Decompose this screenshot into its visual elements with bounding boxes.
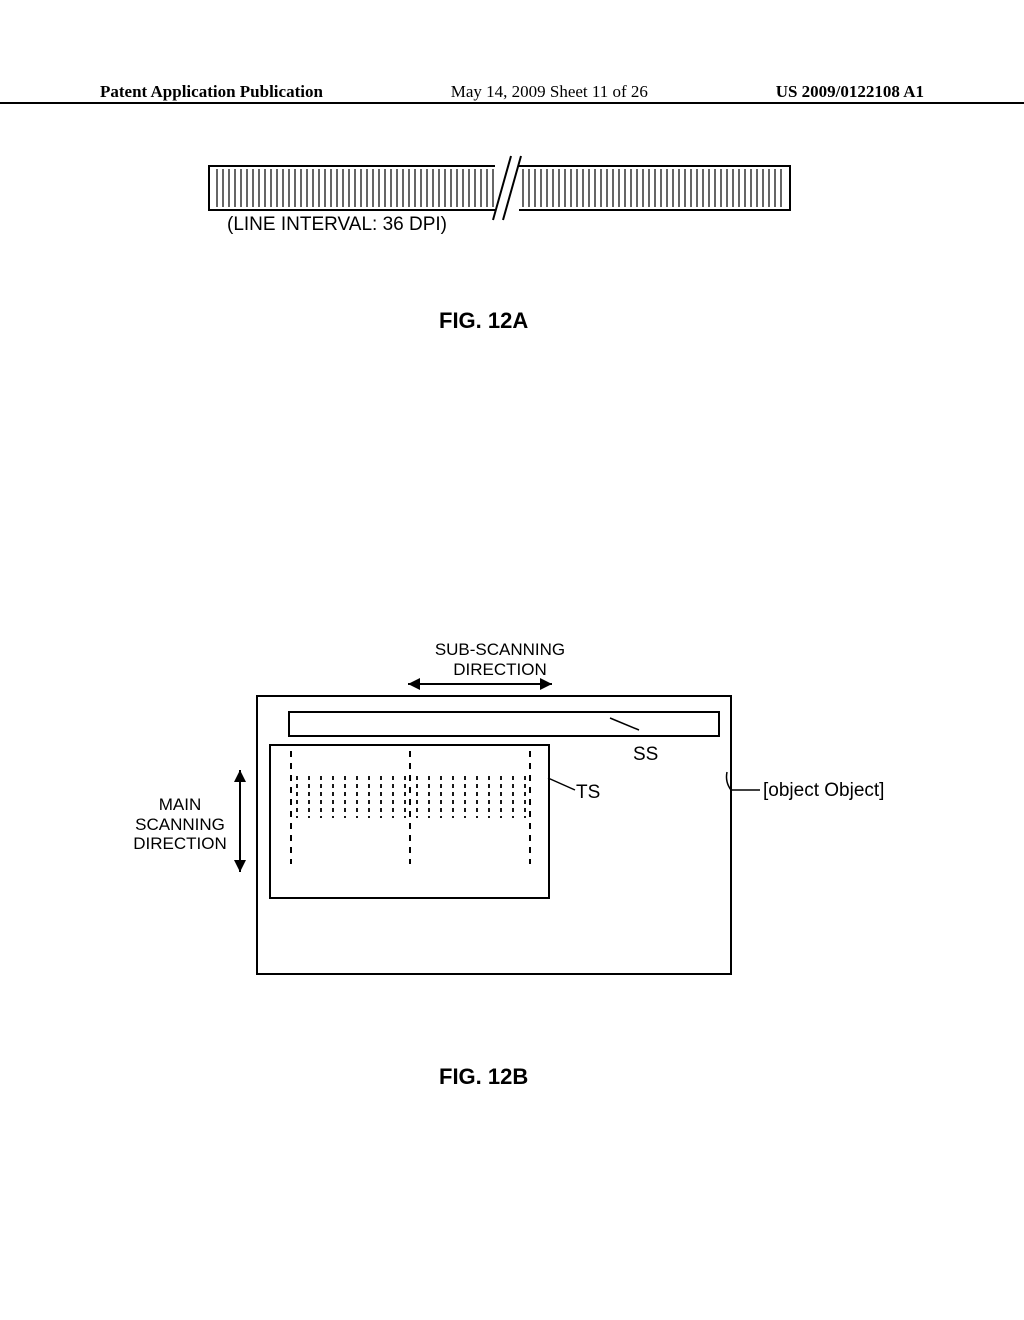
fig12b-diagram: [0, 0, 1024, 1000]
fig12b-caption: FIG. 12B: [439, 1064, 528, 1090]
